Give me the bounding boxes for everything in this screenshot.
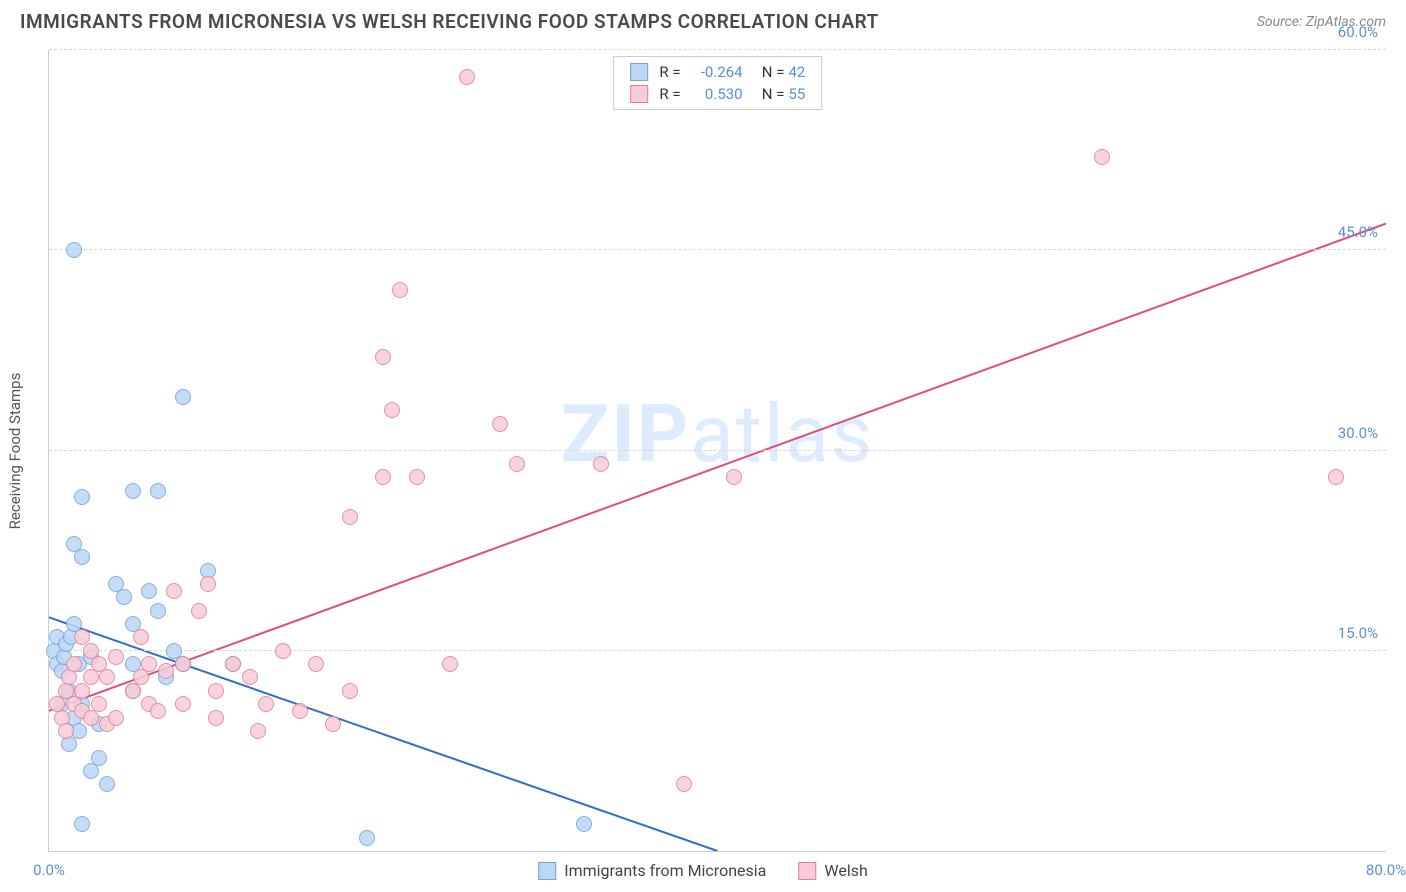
- data-point: [342, 509, 358, 525]
- data-point: [74, 816, 90, 832]
- legend-swatch: [538, 862, 556, 880]
- data-point: [359, 830, 375, 846]
- data-point: [125, 483, 141, 499]
- chart-area: ZIPatlas Receiving Food Stamps R = -0.26…: [48, 50, 1386, 852]
- data-point: [91, 750, 107, 766]
- data-point: [442, 656, 458, 672]
- data-point: [191, 603, 207, 619]
- data-point: [576, 816, 592, 832]
- data-point: [91, 696, 107, 712]
- r-value: 0.530: [685, 83, 743, 105]
- data-point: [225, 656, 241, 672]
- data-point: [175, 656, 191, 672]
- n-label: N =: [762, 83, 785, 105]
- data-point: [66, 656, 82, 672]
- data-point: [409, 469, 425, 485]
- data-point: [141, 656, 157, 672]
- data-point: [292, 703, 308, 719]
- stats-legend: R = -0.264 N = 42 R = 0.530 N = 55: [613, 56, 823, 110]
- data-point: [726, 469, 742, 485]
- data-point: [459, 69, 475, 85]
- data-point: [116, 589, 132, 605]
- trend-line: [49, 617, 718, 851]
- y-tick-label: 45.0%: [1338, 223, 1378, 241]
- data-point: [492, 416, 508, 432]
- data-point: [108, 710, 124, 726]
- gridline: [49, 49, 1386, 50]
- data-point: [58, 723, 74, 739]
- data-point: [166, 583, 182, 599]
- data-point: [66, 242, 82, 258]
- n-value: 42: [788, 61, 805, 83]
- data-point: [308, 656, 324, 672]
- data-point: [375, 469, 391, 485]
- data-point: [375, 349, 391, 365]
- legend-stat-row: R = -0.264 N = 42: [630, 61, 806, 83]
- series-legend: Immigrants from Micronesia Welsh: [538, 861, 868, 880]
- data-point: [141, 583, 157, 599]
- data-point: [1094, 149, 1110, 165]
- data-point: [242, 669, 258, 685]
- data-point: [676, 776, 692, 792]
- watermark: ZIPatlas: [561, 387, 874, 481]
- data-point: [133, 629, 149, 645]
- y-tick-label: 15.0%: [1338, 624, 1378, 642]
- r-label: R =: [659, 83, 680, 105]
- x-tick-label: 80.0%: [1366, 861, 1406, 879]
- data-point: [150, 703, 166, 719]
- legend-swatch: [630, 63, 648, 81]
- n-label: N =: [762, 61, 785, 83]
- x-tick-label: 0.0%: [33, 861, 65, 879]
- r-value: -0.264: [685, 61, 743, 83]
- legend-stat-row: R = 0.530 N = 55: [630, 83, 806, 105]
- legend-swatch: [798, 862, 816, 880]
- data-point: [150, 603, 166, 619]
- y-tick-label: 30.0%: [1338, 424, 1378, 442]
- data-point: [593, 456, 609, 472]
- legend-label: Welsh: [824, 861, 867, 880]
- n-value: 55: [788, 83, 805, 105]
- data-point: [99, 776, 115, 792]
- data-point: [258, 696, 274, 712]
- data-point: [74, 549, 90, 565]
- data-point: [384, 402, 400, 418]
- data-point: [108, 649, 124, 665]
- legend-swatch: [630, 85, 648, 103]
- r-label: R =: [659, 61, 680, 83]
- data-point: [200, 576, 216, 592]
- data-point: [150, 483, 166, 499]
- header: IMMIGRANTS FROM MICRONESIA VS WELSH RECE…: [0, 0, 1406, 39]
- data-point: [250, 723, 266, 739]
- trend-line: [49, 224, 1386, 711]
- data-point: [74, 489, 90, 505]
- legend-item: Immigrants from Micronesia: [538, 861, 766, 880]
- y-axis-label: Receiving Food Stamps: [6, 372, 24, 529]
- legend-label: Immigrants from Micronesia: [564, 861, 766, 880]
- data-point: [208, 683, 224, 699]
- data-point: [158, 663, 174, 679]
- data-point: [175, 389, 191, 405]
- data-point: [325, 716, 341, 732]
- gridline: [49, 650, 1386, 651]
- data-point: [509, 456, 525, 472]
- gridline: [49, 249, 1386, 250]
- legend-item: Welsh: [798, 861, 867, 880]
- data-point: [99, 669, 115, 685]
- data-point: [1328, 469, 1344, 485]
- gridline: [49, 450, 1386, 451]
- chart-title: IMMIGRANTS FROM MICRONESIA VS WELSH RECE…: [20, 10, 879, 33]
- data-point: [208, 710, 224, 726]
- data-point: [342, 683, 358, 699]
- data-point: [392, 282, 408, 298]
- data-point: [275, 643, 291, 659]
- data-point: [175, 696, 191, 712]
- y-tick-label: 60.0%: [1338, 23, 1378, 41]
